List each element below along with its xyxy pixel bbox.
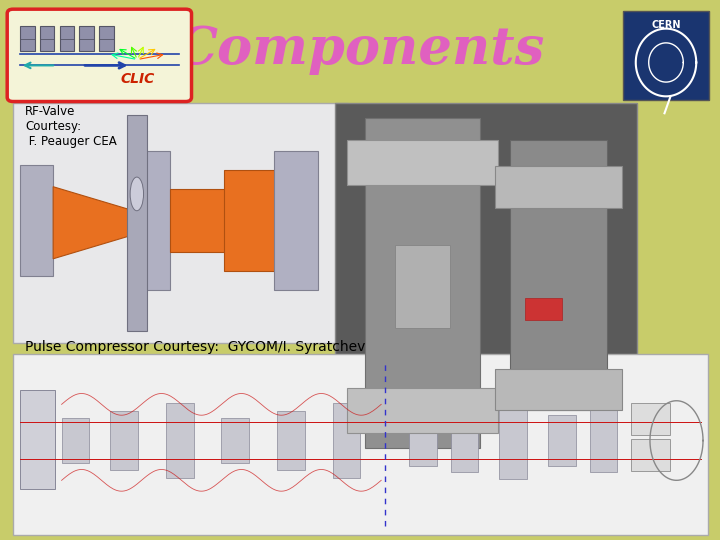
Bar <box>20 26 35 51</box>
Bar <box>548 415 576 466</box>
Bar <box>333 403 361 477</box>
Bar <box>99 26 114 51</box>
Ellipse shape <box>130 177 143 211</box>
Bar <box>526 298 562 320</box>
Bar <box>347 140 498 185</box>
Text: CERN: CERN <box>652 20 680 30</box>
Bar <box>365 118 480 448</box>
Text: RF-Valve
Courtesy:
 F. Peauger CEA: RF-Valve Courtesy: F. Peauger CEA <box>25 105 117 148</box>
Bar <box>451 409 479 472</box>
Bar <box>13 103 348 343</box>
Bar <box>631 402 670 435</box>
Bar <box>347 388 498 433</box>
Polygon shape <box>53 187 147 259</box>
Bar <box>171 189 254 252</box>
Bar <box>623 11 709 100</box>
Bar <box>127 114 147 331</box>
Bar <box>495 166 622 208</box>
Bar <box>500 402 527 478</box>
Bar <box>130 151 171 290</box>
Text: Pulse Compressor Courtesy:  GYCOM/I. Syratchev: Pulse Compressor Courtesy: GYCOM/I. Syra… <box>25 340 366 354</box>
Bar <box>20 390 55 489</box>
Bar <box>409 415 437 466</box>
Bar <box>62 418 89 463</box>
Bar <box>510 140 607 410</box>
Text: Components: Components <box>175 24 545 75</box>
Bar <box>40 26 55 51</box>
Bar <box>274 151 318 290</box>
Bar <box>395 245 450 328</box>
Bar <box>13 354 708 535</box>
Bar <box>590 409 618 472</box>
Bar <box>224 170 284 271</box>
FancyBboxPatch shape <box>7 9 192 102</box>
Bar <box>495 369 622 410</box>
Bar <box>222 418 249 463</box>
Text: CLIC: CLIC <box>120 72 155 86</box>
Bar <box>60 26 74 51</box>
Bar <box>166 403 194 477</box>
Bar <box>631 438 670 471</box>
Bar <box>277 411 305 470</box>
Bar <box>19 165 53 275</box>
Bar <box>110 411 138 470</box>
Bar <box>79 26 94 51</box>
Bar <box>335 103 637 478</box>
